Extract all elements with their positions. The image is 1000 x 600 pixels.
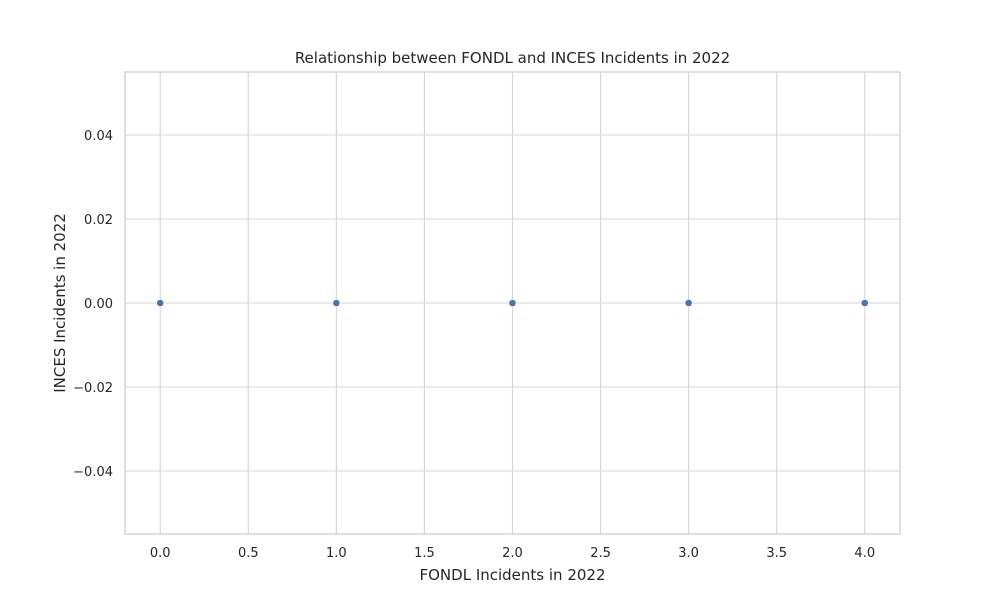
y-tick-label: 0.00 <box>84 297 113 312</box>
data-point <box>508 299 517 307</box>
y-tick-label: −0.02 <box>73 381 113 396</box>
data-point <box>332 299 341 307</box>
y-tick-label: −0.04 <box>73 465 113 480</box>
chart-title: Relationship between FONDL and INCES Inc… <box>295 49 730 67</box>
x-tick-label: 0.5 <box>238 546 259 561</box>
x-tick-label: 1.0 <box>326 546 347 561</box>
x-tick-label: 2.5 <box>590 546 611 561</box>
data-point <box>860 299 869 307</box>
y-tick-label: 0.02 <box>84 213 113 228</box>
data-point <box>684 299 693 307</box>
x-tick-label: 4.0 <box>854 546 875 561</box>
y-axis-label: INCES Incidents in 2022 <box>51 213 69 393</box>
x-tick-label: 2.0 <box>502 546 523 561</box>
x-axis-ticks: 0.0 0.5 1.0 1.5 2.0 2.5 3.0 3.5 4.0 <box>150 546 875 561</box>
x-tick-label: 3.5 <box>766 546 787 561</box>
x-axis-label: FONDL Incidents in 2022 <box>419 566 605 584</box>
data-point <box>156 299 165 307</box>
x-tick-label: 0.0 <box>150 546 171 561</box>
x-tick-label: 3.0 <box>678 546 699 561</box>
grid-lines <box>125 72 900 534</box>
data-points <box>156 299 869 307</box>
y-tick-label: 0.04 <box>84 129 113 144</box>
y-axis-ticks: −0.04 −0.02 0.00 0.02 0.04 <box>73 129 113 480</box>
plot-area-frame <box>124 71 901 535</box>
x-tick-label: 1.5 <box>414 546 435 561</box>
